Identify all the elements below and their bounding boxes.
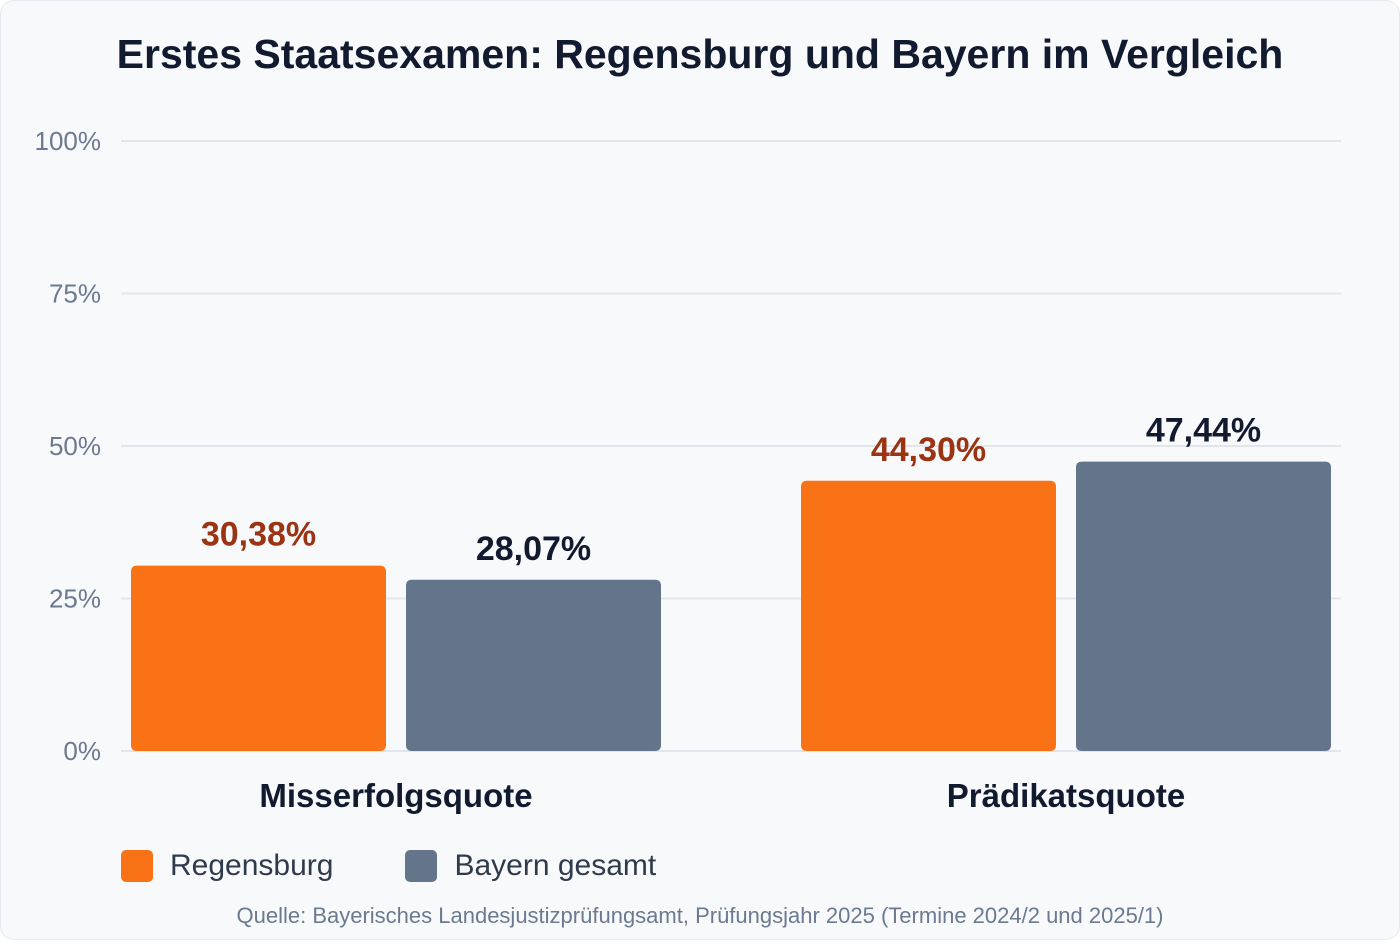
y-tick-label: 0% xyxy=(63,736,101,766)
data-label: 28,07% xyxy=(476,530,591,568)
legend: Regensburg Bayern gesamt xyxy=(121,849,728,883)
data-label: 44,30% xyxy=(871,431,986,469)
x-category-label: Prädikatsquote xyxy=(947,777,1185,814)
data-label: 47,44% xyxy=(1146,412,1261,450)
legend-swatch-regensburg xyxy=(121,850,153,882)
x-category-label: Misserfolgsquote xyxy=(259,777,532,814)
bar-regensburg-prädikatsquote xyxy=(801,480,1056,751)
bar-regensburg-misserfolgsquote xyxy=(131,565,386,751)
legend-item-bayern-gesamt: Bayern gesamt xyxy=(405,849,656,883)
legend-label-regensburg: Regensburg xyxy=(170,849,334,882)
source-note: Quelle: Bayerisches Landesjustizprüfungs… xyxy=(236,903,1164,928)
bar-bayern-gesamt-misserfolgsquote xyxy=(406,579,661,751)
chart-title: Erstes Staatsexamen: Regensburg und Baye… xyxy=(116,31,1284,77)
y-tick-label: 75% xyxy=(49,279,101,309)
bar-bayern-gesamt-prädikatsquote xyxy=(1076,461,1331,751)
data-label: 30,38% xyxy=(201,516,316,554)
legend-item-regensburg: Regensburg xyxy=(121,849,333,883)
bar-chart: 0% 25% 50% 75% 100% 30,38% 28,07% Misserfolgsqu… xyxy=(35,126,1341,814)
y-tick-label: 50% xyxy=(49,431,101,461)
legend-label-bayern-gesamt: Bayern gesamt xyxy=(454,849,657,882)
y-tick-label: 100% xyxy=(35,126,102,156)
legend-swatch-bayern-gesamt xyxy=(405,850,438,882)
y-tick-label: 25% xyxy=(49,584,101,614)
